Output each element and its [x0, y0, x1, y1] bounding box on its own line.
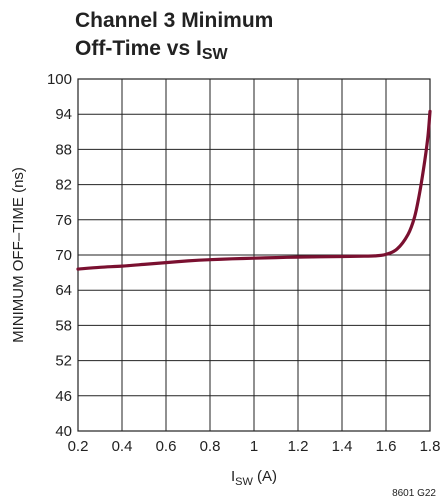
- y-tick-label-40: 40: [55, 423, 72, 440]
- y-tick-label-88: 88: [55, 141, 72, 158]
- y-tick-label-94: 94: [55, 106, 72, 123]
- y-tick-label-100: 100: [47, 71, 72, 88]
- y-tick-label-52: 52: [55, 353, 72, 370]
- x-tick-label-0.2: 0.2: [68, 438, 89, 455]
- chart-title-main: Off-Time vs I: [75, 37, 202, 60]
- y-tick-label-82: 82: [55, 177, 72, 194]
- y-tick-labels: 40 46 52 58 64 70 76 82 88 94 100: [47, 71, 72, 440]
- x-axis-label-subscript: SW: [235, 476, 253, 488]
- grid: [78, 79, 430, 431]
- chart-title-line2: Off-Time vs ISW: [75, 37, 228, 63]
- x-tick-label-0.8: 0.8: [200, 438, 221, 455]
- series-line: [76, 109, 432, 271]
- x-tick-label-1: 1: [250, 438, 258, 455]
- x-tick-label-1.2: 1.2: [288, 438, 309, 455]
- chart-title-line1: Channel 3 Minimum: [75, 9, 273, 32]
- y-tick-label-58: 58: [55, 317, 72, 334]
- y-axis-label: MINIMUM OFF–TIME (ns): [10, 167, 27, 343]
- x-axis-label: ISW (A): [231, 468, 277, 488]
- y-tick-label-70: 70: [55, 247, 72, 264]
- x-tick-label-1.8: 1.8: [420, 438, 441, 455]
- x-tick-label-0.4: 0.4: [112, 438, 133, 455]
- x-tick-labels: 0.2 0.4 0.6 0.8 1 1.2 1.4 1.6 1.8: [68, 438, 441, 455]
- x-tick-label-1.6: 1.6: [376, 438, 397, 455]
- figure-code: 8601 G22: [392, 488, 436, 499]
- x-tick-label-1.4: 1.4: [332, 438, 353, 455]
- chart-title-subscript: SW: [202, 46, 229, 63]
- y-tick-label-64: 64: [55, 282, 72, 299]
- x-axis-label-main: I: [231, 468, 235, 485]
- plot-frame: [77, 78, 431, 432]
- x-tick-label-0.6: 0.6: [156, 438, 177, 455]
- x-axis-label-unit: (A): [253, 468, 277, 485]
- y-tick-label-76: 76: [55, 212, 72, 229]
- y-tick-label-46: 46: [55, 388, 72, 405]
